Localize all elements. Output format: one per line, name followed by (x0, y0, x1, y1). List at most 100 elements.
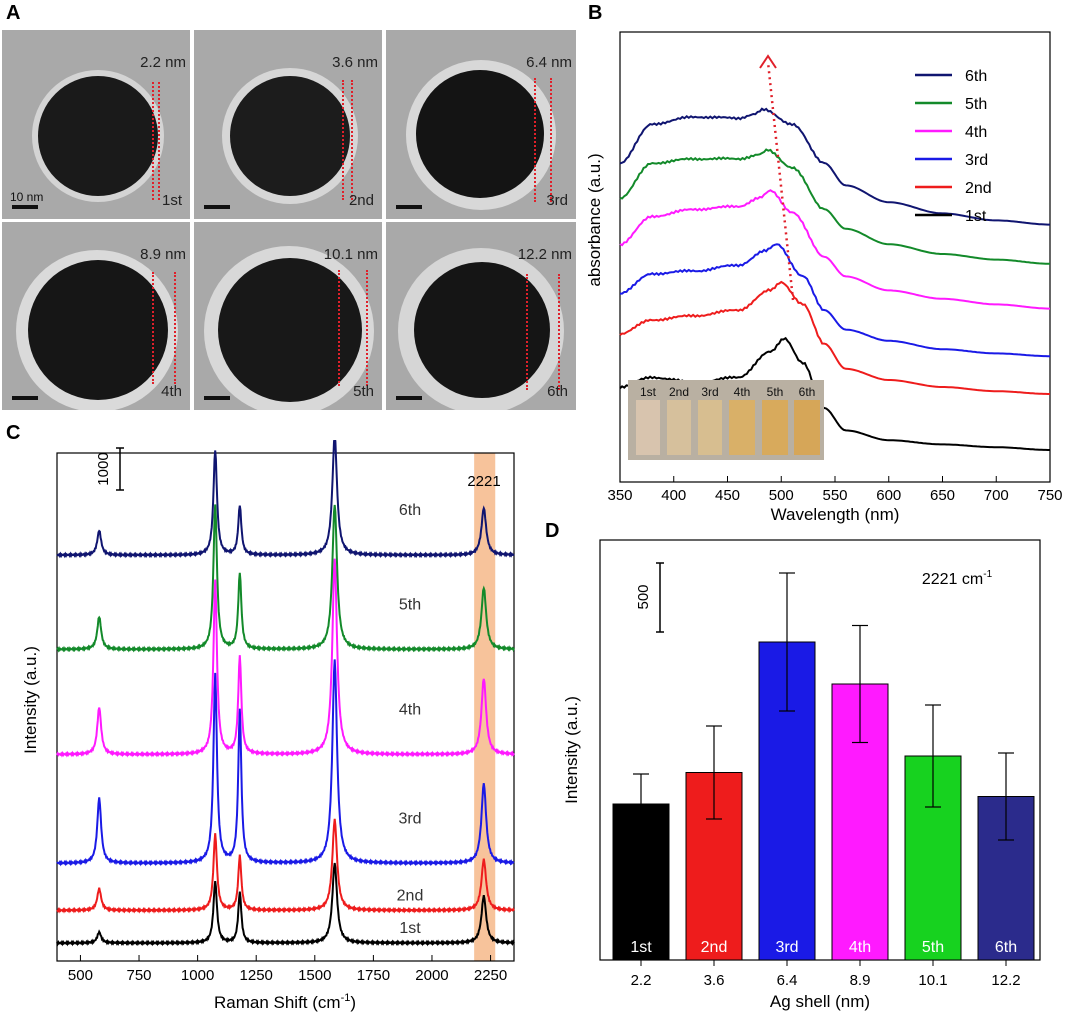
x-tick-label: 10.1 (918, 972, 947, 989)
bar-label-3rd: 3rd (775, 939, 798, 956)
tem-image-4th: 8.9 nm 4th (2, 222, 190, 410)
legend-label-1st: 1st (965, 208, 987, 225)
raman-spectrum-5th (56, 504, 515, 653)
shell-size-label: 10.1 nm (323, 246, 378, 263)
series-label-2nd: 2nd (397, 887, 424, 904)
x-tick-label: 500 (68, 967, 93, 984)
plot-frame (56, 452, 515, 962)
vial-label: 4th (734, 385, 751, 399)
legend-label-5th: 5th (965, 96, 987, 113)
scale-bar (12, 205, 38, 209)
scale-bar (396, 205, 422, 209)
scale-bar-label: 10 nm (10, 190, 44, 204)
legend-label-6th: 6th (965, 68, 987, 85)
scale-bar (204, 205, 230, 209)
panel-label-b: B (588, 2, 603, 24)
tem-image-1st: 2.2 nm 1st 10 nm (2, 30, 190, 219)
x-tick-label: 1500 (298, 967, 331, 984)
vial-photo-inset: 1st 2nd 3rd 4th 5th 6th (628, 380, 824, 460)
x-tick-label: 6.4 (777, 972, 798, 989)
x-tick-label: 600 (876, 487, 901, 504)
x-tick-label: 750 (127, 967, 152, 984)
x-tick-label: 450 (715, 487, 740, 504)
raman-spectrum-6th (56, 440, 515, 559)
plot-frame (599, 539, 1041, 961)
series-label-3rd: 3rd (398, 810, 421, 827)
y-axis-label: Intensity (a.u.) (562, 696, 581, 804)
x-tick-label: 1250 (240, 967, 273, 984)
shell-size-label: 2.2 nm (140, 54, 186, 71)
bar-label-6th: 6th (995, 939, 1017, 956)
x-axis-label: Ag shell (nm) (770, 992, 870, 1011)
x-axis-label: Raman Shift (cm-1) (214, 992, 356, 1012)
layer-order-label: 3rd (546, 192, 568, 209)
peak-shift-arrow (766, 61, 795, 301)
absorbance-spectra-chart: 350 400 450 500 550 600 650 700 750 6th 5th 4th 3rd… (585, 31, 1063, 524)
panel-label-d: D (545, 520, 560, 542)
shell-size-label: 3.6 nm (332, 54, 378, 71)
raman-spectrum-3rd (56, 659, 515, 867)
highlight-label: 2221 (467, 473, 500, 490)
x-tick-label: 3.6 (704, 972, 725, 989)
bar-label-4th: 4th (849, 939, 871, 956)
x-tick-label: 500 (769, 487, 794, 504)
bar-label-1st: 1st (630, 939, 652, 956)
shell-size-label: 12.2 nm (517, 246, 572, 263)
vial-label: 5th (767, 385, 784, 399)
x-axis-label: Wavelength (nm) (771, 505, 900, 524)
raman-spectra-chart: 500 750 1000 1250 1500 1750 2000 2250 1st 2nd 3rd… (21, 440, 515, 1012)
raman-spectrum-4th (56, 558, 515, 758)
raman-spectrum-2nd (56, 818, 515, 914)
panel-label-c: C (6, 422, 21, 444)
bar-label-5th: 5th (922, 939, 944, 956)
legend-label-4th: 4th (965, 124, 987, 141)
x-tick-label: 2000 (415, 967, 448, 984)
x-tick-label: 350 (607, 487, 632, 504)
tem-image-2nd: 3.6 nm 2nd (194, 30, 382, 219)
highlight-band (474, 453, 496, 961)
layer-order-label: 6th (547, 383, 568, 400)
vial-label: 2nd (669, 385, 689, 399)
x-tick-label: 1750 (357, 967, 390, 984)
vial-label: 6th (799, 385, 816, 399)
scale-bar (204, 396, 230, 400)
layer-order-label: 2nd (348, 192, 374, 209)
scale-bar (12, 396, 38, 400)
intensity-bar-chart: 1st 2nd 3rd 4th 5th 6th 2.2 3.6 6.4 8.9 10.1 12.2 … (562, 539, 1041, 1011)
vial-label: 1st (640, 385, 657, 399)
series-label-4th: 4th (399, 702, 421, 719)
layer-order-label: 5th (353, 383, 374, 400)
legend-label-2nd: 2nd (965, 180, 992, 197)
tem-image-grid: 2.2 nm 1st 10 nm 3.6 nm 2nd 6.4 nm 3rd 8… (2, 30, 576, 410)
shell-size-label: 8.9 nm (140, 246, 186, 263)
y-axis-label: Intensity (a.u.) (21, 646, 40, 754)
absorbance-curve-6th (619, 107, 1050, 226)
tem-image-5th: 10.1 nm 5th (194, 222, 382, 410)
bar-label-2nd: 2nd (701, 939, 728, 956)
x-tick-label: 650 (930, 487, 955, 504)
x-tick-label: 700 (984, 487, 1009, 504)
vial-label: 3rd (701, 385, 718, 399)
tem-image-6th: 12.2 nm 6th (386, 222, 576, 410)
absorbance-curve-5th (619, 148, 1050, 265)
peak-shift-arrowhead (759, 54, 777, 69)
scale-bar-label: 1000 (95, 452, 112, 485)
x-tick-label: 1000 (181, 967, 214, 984)
series-label-5th: 5th (399, 596, 421, 613)
x-tick-label: 2.2 (631, 972, 652, 989)
tem-image-3rd: 6.4 nm 3rd (386, 30, 576, 219)
layer-order-label: 4th (161, 383, 182, 400)
absorbance-curve-3rd (620, 243, 1050, 358)
x-tick-label: 400 (661, 487, 686, 504)
legend-label-3rd: 3rd (965, 152, 988, 169)
x-tick-label: 750 (1037, 487, 1062, 504)
x-tick-label: 2250 (474, 967, 507, 984)
raman-spectrum-1st (56, 862, 515, 947)
absorbance-curve-4th (619, 189, 1050, 310)
panel-label-a: A (6, 2, 21, 24)
y-axis-label: absorbance (a.u.) (585, 153, 604, 286)
absorbance-curve-2nd (619, 280, 1050, 395)
x-tick-label: 12.2 (991, 972, 1020, 989)
series-label-1st: 1st (399, 920, 421, 937)
scale-bar (396, 396, 422, 400)
